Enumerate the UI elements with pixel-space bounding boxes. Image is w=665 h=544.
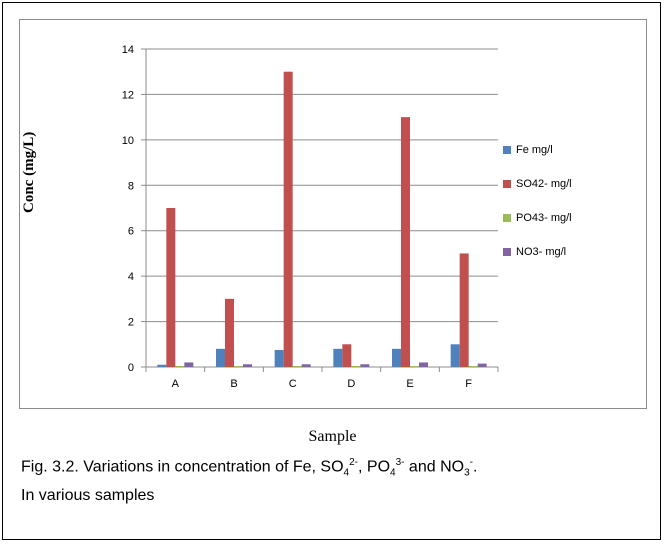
bar-a-series-0 (157, 364, 167, 367)
bar-f-series-2 (468, 366, 478, 367)
bar-b-series-2 (234, 366, 243, 367)
legend-item-so4: SO42- mg/l (503, 167, 572, 201)
bar-c-series-0 (274, 349, 284, 367)
bar-b-series-0 (216, 348, 225, 367)
bar-e-series-1 (401, 117, 410, 368)
chart-legend: Fe mg/l SO42- mg/l PO43- mg/l NO3- mg/l (503, 133, 572, 269)
caption-po4-sup: 3- (395, 457, 405, 468)
legend-swatch-fe (503, 146, 511, 154)
bar-e-series-0 (392, 348, 401, 367)
legend-item-fe: Fe mg/l (503, 133, 572, 167)
bar-b-series-1 (225, 298, 234, 367)
y-tick-label: 14 (122, 44, 134, 56)
caption-line-2: In various samples (21, 486, 155, 504)
bar-a-series-3 (184, 362, 194, 367)
legend-item-no3: NO3- mg/l (503, 235, 572, 269)
bar-a-series-2 (175, 366, 185, 367)
caption-text-3: and NO (404, 458, 465, 476)
caption-so4-sub: 4 (343, 467, 350, 479)
bar-d-series-2 (351, 366, 361, 367)
y-axis-label: Conc (mg/L) (21, 131, 37, 213)
caption-text-1: Fig. 3.2. Variations in concentration of… (21, 458, 344, 476)
bar-e-series-2 (410, 366, 419, 367)
legend-swatch-so4 (503, 180, 511, 188)
y-tick-label: 2 (128, 317, 134, 329)
caption-no3-sub: 3 (464, 467, 470, 479)
bar-c-series-2 (292, 366, 302, 367)
bar-c-series-1 (283, 71, 293, 367)
bar-e-series-3 (419, 362, 428, 367)
x-tick-label: D (347, 378, 355, 390)
x-tick-label: A (172, 378, 180, 390)
legend-label-fe: Fe mg/l (516, 144, 553, 156)
bar-d-series-0 (333, 348, 343, 367)
bar-a-series-1 (166, 208, 176, 367)
y-tick-label: 4 (128, 271, 134, 283)
x-tick-label: C (289, 378, 297, 390)
caption-line-1: Fig. 3.2. Variations in concentration of… (21, 452, 651, 485)
legend-item-po4: PO43- mg/l (503, 201, 572, 235)
caption-text-4: . (472, 458, 478, 476)
bar-d-series-1 (342, 344, 352, 367)
caption-text-2: , PO (358, 458, 391, 476)
bar-c-series-3 (301, 364, 311, 367)
y-tick-label: 12 (122, 89, 134, 101)
caption-po4-sub: 4 (390, 467, 396, 479)
bar-chart: 0 2 4 6 8 10 12 14 A B C D E F (122, 44, 499, 390)
bar-f-series-1 (459, 253, 469, 367)
y-tick-label: 10 (122, 135, 134, 147)
bar-f-series-0 (450, 344, 460, 367)
x-tick-label: E (406, 378, 413, 390)
y-tick-label: 6 (128, 226, 134, 238)
y-tick-label: 8 (128, 180, 134, 192)
y-tick-label: 0 (128, 362, 134, 374)
x-tick-label: B (230, 378, 237, 390)
chart-area: 0 2 4 6 8 10 12 14 A B C D E F (19, 19, 647, 409)
legend-swatch-po4 (503, 214, 511, 222)
x-tick-label: F (465, 378, 472, 390)
caption-no3-sup: - (469, 457, 473, 468)
legend-label-po4: PO43- mg/l (516, 212, 572, 224)
x-axis-label: Sample (308, 428, 357, 445)
bar-b-series-3 (243, 364, 252, 367)
legend-label-no3: NO3- mg/l (516, 246, 567, 258)
bar-d-series-3 (360, 364, 370, 367)
legend-label-so4: SO42- mg/l (516, 178, 572, 190)
figure-caption: Fig. 3.2. Variations in concentration of… (21, 452, 651, 507)
caption-so4-sup: 2- (349, 457, 358, 468)
bar-f-series-3 (477, 363, 487, 367)
legend-swatch-no3 (503, 248, 511, 256)
